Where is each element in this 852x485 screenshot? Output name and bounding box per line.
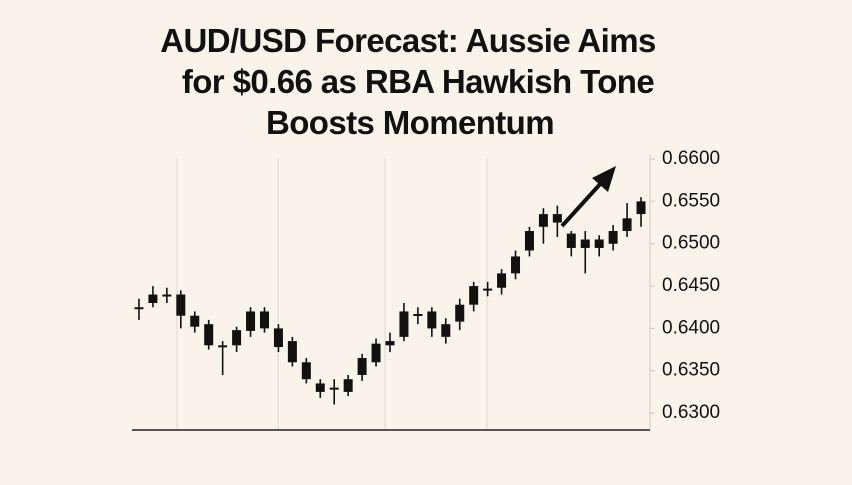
candle-body <box>524 231 534 251</box>
candle-body <box>371 343 381 363</box>
candle-body <box>483 288 493 291</box>
candle-body <box>218 345 228 348</box>
candle-body <box>622 218 632 232</box>
candle-body <box>273 328 283 348</box>
candle-body <box>287 341 297 363</box>
candle-body <box>246 311 256 331</box>
candle-body <box>176 294 186 316</box>
candle-body <box>469 286 479 305</box>
candle-body <box>538 214 548 227</box>
candle-body <box>148 294 158 303</box>
y-tick-label: 0.6600 <box>662 148 720 169</box>
candle-body <box>134 307 144 310</box>
candle-body <box>232 330 242 346</box>
candle-body <box>511 256 521 274</box>
chart-title: for $0.66 as RBA Hawkish Tone <box>182 63 654 100</box>
candle-body <box>441 324 451 337</box>
candle-body <box>343 379 353 392</box>
candle-body <box>329 387 339 390</box>
chart-title: AUD/USD Forecast: Aussie Aims <box>160 22 655 59</box>
y-tick-label: 0.6550 <box>662 190 720 211</box>
y-tick-label: 0.6450 <box>662 275 720 296</box>
candles <box>134 197 646 405</box>
candle-body <box>566 233 576 248</box>
trend-arrow-head <box>592 166 616 192</box>
candle-body <box>413 314 423 317</box>
y-tick-label: 0.6300 <box>662 402 720 423</box>
candle-body <box>580 239 590 248</box>
trend-arrow <box>560 180 604 228</box>
candle-body <box>301 362 311 380</box>
candle-body <box>399 311 409 337</box>
y-tick-label: 0.6500 <box>662 233 720 254</box>
candle-body <box>427 311 437 329</box>
candle-body <box>497 273 507 288</box>
candle-body <box>385 341 395 346</box>
candle-body <box>190 315 200 327</box>
candle-body <box>636 201 646 215</box>
candle-body <box>357 358 367 375</box>
candle-body <box>162 294 172 297</box>
candle-body <box>315 383 325 392</box>
candle-body <box>552 214 562 223</box>
y-tick-label: 0.6350 <box>662 360 720 381</box>
candle-body <box>204 324 214 346</box>
y-tick-label: 0.6400 <box>662 317 720 338</box>
candle-body <box>259 311 269 329</box>
candle-body <box>608 231 618 244</box>
candle-body <box>455 304 465 322</box>
chart-title: Boosts Momentum <box>266 104 554 141</box>
candle-body <box>594 239 604 248</box>
